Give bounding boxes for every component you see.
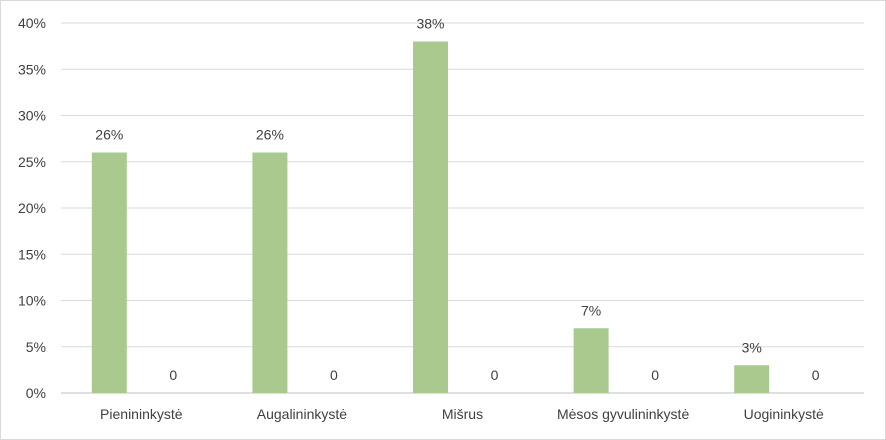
y-tick-label: 35% <box>18 61 46 77</box>
x-category-label: Mėsos gyvulininkystė <box>557 406 689 422</box>
y-tick-label: 0% <box>26 385 46 401</box>
data-label: 0 <box>812 367 820 383</box>
y-tick-label: 40% <box>18 15 46 31</box>
x-category-label: Pienininkystė <box>100 406 183 422</box>
data-label: 26% <box>95 127 123 143</box>
bar <box>91 152 127 393</box>
y-tick-label: 5% <box>26 339 46 355</box>
data-label: 0 <box>651 367 659 383</box>
data-label: 0 <box>491 367 499 383</box>
data-label: 0 <box>169 367 177 383</box>
gridlines <box>61 22 864 394</box>
bar <box>413 41 448 393</box>
y-tick-label: 25% <box>18 154 46 170</box>
bars <box>91 41 770 393</box>
x-axis-category-labels: Pienininkystė Augalininkystė Mišrus Mėsos g… <box>100 406 824 422</box>
data-label: 3% <box>742 339 762 355</box>
bar <box>252 152 288 393</box>
data-label: 7% <box>581 302 601 318</box>
y-tick-label: 10% <box>18 293 46 309</box>
data-label: 0 <box>330 367 338 383</box>
y-tick-label: 15% <box>18 246 46 262</box>
data-labels: 26% 0 26% 0 38% 0 7% 0 3% 0 <box>95 16 820 384</box>
x-category-label: Mišrus <box>442 406 483 422</box>
bar <box>734 365 770 393</box>
x-category-label: Uogininkystė <box>744 406 824 422</box>
y-tick-label: 30% <box>18 108 46 124</box>
x-category-label: Augalininkystė <box>257 406 347 422</box>
bar <box>573 328 609 393</box>
data-label: 26% <box>256 127 284 143</box>
y-tick-label: 20% <box>18 200 46 216</box>
y-axis-tick-labels: 0% 5% 10% 15% 20% 25% 30% 35% 40% <box>18 15 46 401</box>
data-label: 38% <box>416 16 444 32</box>
